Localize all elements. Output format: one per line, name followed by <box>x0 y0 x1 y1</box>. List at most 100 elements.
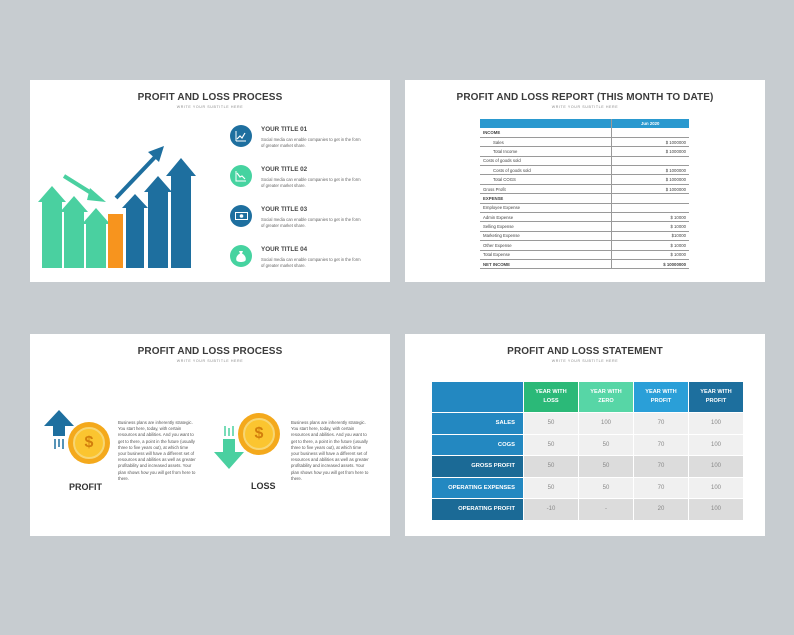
value-cell: 70 <box>634 477 688 498</box>
slide-title: PROFIT AND LOSS REPORT (THIS MONTH TO DA… <box>456 92 714 103</box>
row-label: Admin Expense <box>480 212 611 223</box>
row-label: EXPENSE <box>480 193 611 204</box>
item-title: YOUR TITLE 04 <box>261 246 308 253</box>
table-row: Costs of goods sold <box>480 156 689 167</box>
slide-profit-loss-statement[interactable]: PROFIT AND LOSS STATEMENT WRITE YOUR SUB… <box>405 334 765 536</box>
table-row: Sales $ 1000000 <box>480 137 689 148</box>
row-label: OPERATING EXPENSES <box>432 477 523 498</box>
table-row: NET INCOME $ 10000000 <box>480 259 689 270</box>
arrow-down-icon <box>214 426 244 469</box>
table-row: SALES 50 100 70 100 <box>432 413 743 434</box>
value-cell: - <box>579 499 633 520</box>
value-cell: 50 <box>524 477 578 498</box>
value-cell: 50 <box>579 456 633 477</box>
row-value: $ 10000 <box>610 240 689 251</box>
value-cell: 70 <box>634 413 688 434</box>
coin-icon: $ <box>238 413 280 455</box>
table-row: INCOME <box>480 128 689 138</box>
slide-subtitle: WRITE YOUR SUBTITLE HERE <box>176 105 244 109</box>
value-cell: 100 <box>689 477 743 498</box>
item-title: YOUR TITLE 01 <box>261 126 308 133</box>
row-value: $ 10000 <box>610 221 689 232</box>
dollar-symbol: $ <box>243 418 275 450</box>
table-row: Gross Profit $ 1000000 <box>480 184 689 195</box>
row-label: Employee Expense <box>480 203 611 214</box>
list-item[interactable]: YOUR TITLE 01 Social media can enable co… <box>230 125 380 159</box>
column-header: YEAR WITH LOSS <box>524 382 578 412</box>
value-cell: 50 <box>524 456 578 477</box>
loss-description: Business plans are inherently strategic.… <box>291 420 369 481</box>
row-value: $ 1000000 <box>610 184 689 195</box>
table-row: Selling Expense $ 10000 <box>480 221 689 232</box>
row-label: Sales <box>480 137 611 148</box>
row-label: GROSS PROFIT <box>432 456 523 477</box>
item-description: Social media can enable companies to get… <box>261 177 361 189</box>
header-label-cell <box>480 119 611 128</box>
row-label: Costs of goods sold <box>480 165 611 176</box>
corner-cell <box>432 382 523 412</box>
profit-label: PROFIT <box>69 482 102 492</box>
row-label: Total Expense <box>480 250 611 260</box>
row-value: $10000 <box>610 231 689 242</box>
table-row: Employee Expense <box>480 203 689 214</box>
row-label: Other Expense <box>480 240 611 251</box>
column-header: YEAR WITH PROFIT <box>634 382 688 412</box>
value-cell: 100 <box>579 413 633 434</box>
table-row: Other Expense $ 10000 <box>480 240 689 251</box>
value-cell: 50 <box>579 434 633 455</box>
list-item[interactable]: YOUR TITLE 04 Social media can enable co… <box>230 245 380 279</box>
row-label: SALES <box>432 413 523 434</box>
row-label: INCOME <box>480 128 611 138</box>
table-row: OPERATING PROFIT -10-20 100 <box>432 499 743 520</box>
column-header: YEAR WITH ZERO <box>579 382 633 412</box>
value-cell: 20 <box>634 499 688 520</box>
table-row: GROSS PROFIT 50 50 70 100 <box>432 456 743 477</box>
value-cell: 70 <box>634 456 688 477</box>
row-label: NET INCOME <box>480 259 611 270</box>
list-item[interactable]: YOUR TITLE 03 Social media can enable co… <box>230 205 380 239</box>
slide-profit-loss-report[interactable]: PROFIT AND LOSS REPORT (THIS MONTH TO DA… <box>405 80 765 282</box>
row-label: OPERATING PROFIT <box>432 499 523 520</box>
table-header-row: YEAR WITH LOSS YEAR WITH ZERO YEAR WITH PRO… <box>432 382 743 412</box>
value-cell: 50 <box>524 434 578 455</box>
dollar-symbol: $ <box>73 427 105 459</box>
header-period-cell: Jun 2020 <box>610 119 689 128</box>
row-label: Total COGS <box>480 174 611 185</box>
report-table: Jun 2020 INCOME Sales $ 1000000 Total Incom… <box>480 119 689 270</box>
row-value: $ 10000000 <box>610 259 689 270</box>
row-label: Costs of goods sold <box>480 156 611 167</box>
slide-title: PROFIT AND LOSS STATEMENT <box>507 346 663 357</box>
slide-profit-loss-process-arrows[interactable]: PROFIT AND LOSS PROCESS WRITE YOUR SUBTI… <box>30 80 390 282</box>
table-row: Marketing Expense $10000 <box>480 231 689 242</box>
row-label: COGS <box>432 434 523 455</box>
row-value: $ 10000 <box>610 212 689 223</box>
profit-description: Business plans are inherently strategic.… <box>118 420 196 481</box>
row-label: Marketing Expense <box>480 231 611 242</box>
value-cell: 70 <box>634 434 688 455</box>
table-row: Total Income $ 1000000 <box>480 146 689 157</box>
item-title: YOUR TITLE 02 <box>261 166 308 173</box>
growth-arrows-graphic <box>38 146 196 268</box>
item-description: Social media can enable companies to get… <box>261 137 361 149</box>
column-header: YEAR WITH PROFIT <box>689 382 743 412</box>
row-value <box>610 128 689 138</box>
slide-profit-loss-process-coins[interactable]: PROFIT AND LOSS PROCESS WRITE YOUR SUBTI… <box>30 334 390 536</box>
row-value: $ 1000000 <box>610 146 689 157</box>
row-value: $ 1000000 <box>610 165 689 176</box>
row-value: $ 10000 <box>610 250 689 260</box>
row-label: Total Income <box>480 146 611 157</box>
row-value: $ 1000000 <box>610 174 689 185</box>
slide-subtitle: WRITE YOUR SUBTITLE HERE <box>551 105 619 109</box>
slide-subtitle: WRITE YOUR SUBTITLE HERE <box>176 359 244 363</box>
row-value <box>610 156 689 167</box>
cash-icon <box>230 205 252 227</box>
list-item[interactable]: YOUR TITLE 02 Social media can enable co… <box>230 165 380 199</box>
row-value <box>610 203 689 214</box>
table-row: Total COGS $ 1000000 <box>480 174 689 185</box>
table-row: Admin Expense $ 10000 <box>480 212 689 223</box>
table-row: Costs of goods sold $ 1000000 <box>480 165 689 176</box>
value-cell: -10 <box>524 499 578 520</box>
slide-title: PROFIT AND LOSS PROCESS <box>137 92 283 103</box>
value-cell: 50 <box>524 413 578 434</box>
table-row: Total Expense $ 10000 <box>480 250 689 260</box>
